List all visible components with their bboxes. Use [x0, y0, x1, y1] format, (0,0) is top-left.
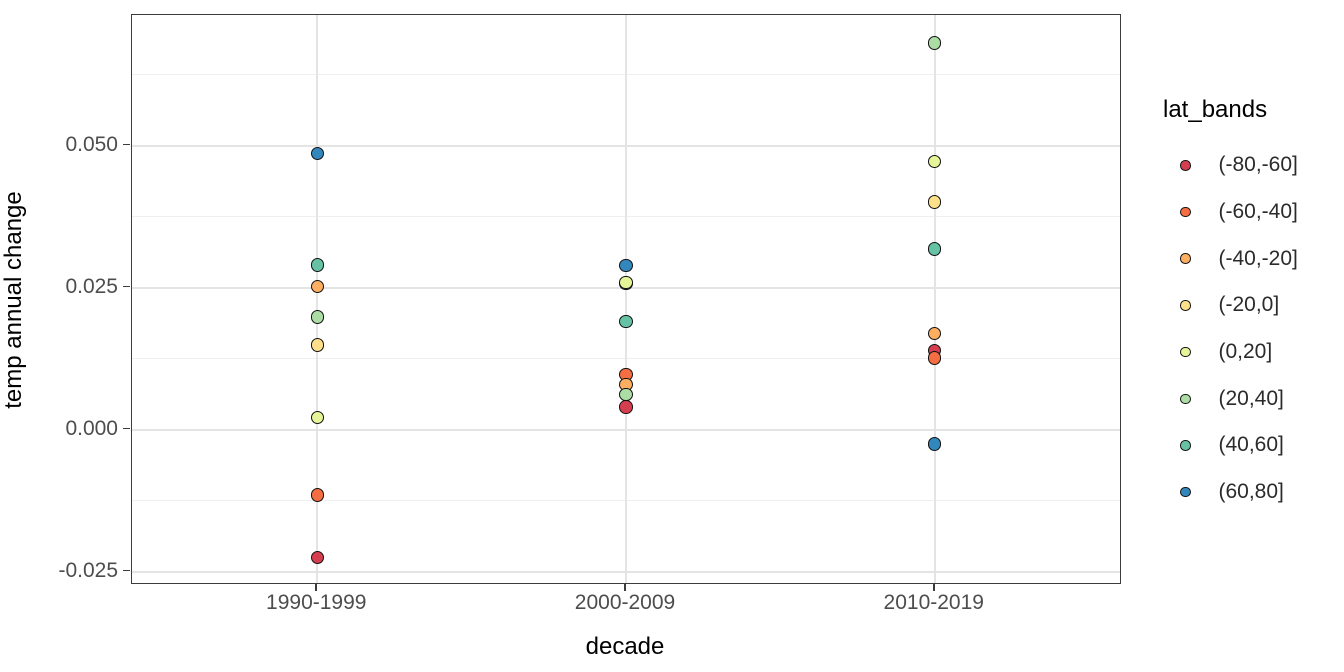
legend-title: lat_bands: [1163, 96, 1268, 123]
legend-label: (0,20]: [1218, 340, 1273, 364]
legend-key-dot: [1180, 393, 1191, 405]
legend-entry: (-20,0]: [1163, 282, 1338, 329]
legend-entry: (20,40]: [1163, 375, 1338, 422]
x-tick-mark: [932, 584, 935, 591]
legend-label: (-60,-40]: [1218, 200, 1298, 224]
legend: lat_bands (-80,-60] (-60,-40] (-40,-20] (-2…: [1163, 96, 1338, 516]
legend-label: (-20,0]: [1218, 293, 1280, 317]
legend-label: (40,60]: [1218, 433, 1284, 457]
data-point: [310, 411, 324, 425]
gridline-vertical: [933, 15, 936, 583]
y-axis-title: temp annual change: [0, 191, 27, 409]
gridline-vertical: [316, 15, 319, 583]
legend-entry: (60,80]: [1163, 469, 1338, 516]
data-point: [310, 488, 324, 502]
y-tick-label: 0.025: [65, 275, 118, 299]
data-point: [310, 338, 324, 352]
x-tick-label: 2010-2019: [883, 591, 984, 614]
y-tick-mark: [123, 427, 130, 430]
legend-key-dot: [1180, 300, 1191, 311]
y-tick-label: 0.050: [65, 133, 118, 157]
legend-label: (20,40]: [1218, 386, 1284, 410]
legend-key-dot: [1180, 206, 1191, 218]
data-point: [310, 258, 324, 272]
data-point: [310, 310, 324, 324]
data-point: [619, 315, 633, 329]
y-tick-mark: [123, 285, 130, 288]
legend-key-dot: [1180, 346, 1191, 358]
legend-entry: (-80,-60]: [1163, 142, 1338, 189]
y-tick-mark: [123, 569, 130, 572]
data-point: [928, 351, 942, 365]
legend-label: (60,80]: [1218, 480, 1284, 504]
x-axis-title: decade: [585, 633, 665, 660]
legend-key-dot: [1180, 160, 1191, 171]
legend-label: (-40,-20]: [1218, 246, 1298, 270]
data-point: [928, 36, 942, 50]
y-tick-mark: [123, 143, 130, 146]
x-tick-label: 1990-1999: [266, 591, 367, 614]
plot-panel: [131, 14, 1121, 584]
legend-label: (-80,-60]: [1218, 153, 1298, 177]
data-point: [310, 550, 324, 565]
legend-key-dot: [1180, 486, 1191, 498]
y-tick-label: -0.025: [58, 559, 118, 583]
data-point: [310, 146, 324, 161]
data-point: [619, 387, 633, 402]
legend-entry: (-40,-20]: [1163, 235, 1338, 282]
data-point: [619, 275, 633, 290]
legend-entry: (40,60]: [1163, 422, 1338, 469]
legend-key-dot: [1180, 440, 1191, 451]
data-point: [310, 279, 324, 294]
x-tick-mark: [315, 584, 318, 591]
data-point: [928, 326, 942, 341]
data-point: [619, 258, 633, 273]
legend-entry: (-60,-40]: [1163, 189, 1338, 236]
gridline-vertical: [625, 15, 627, 583]
legend-entries: (-80,-60] (-60,-40] (-40,-20] (-20,0] (0,20]…: [1163, 142, 1338, 516]
data-point: [928, 195, 942, 209]
legend-entry: (0,20]: [1163, 329, 1338, 376]
data-point: [619, 400, 633, 414]
data-point: [928, 154, 942, 169]
x-tick-label: 2000-2009: [574, 591, 676, 614]
x-tick-mark: [624, 584, 626, 591]
data-point: [928, 242, 942, 256]
data-point: [928, 437, 942, 451]
y-tick-label: 0.000: [65, 417, 118, 441]
legend-key-dot: [1180, 253, 1191, 264]
